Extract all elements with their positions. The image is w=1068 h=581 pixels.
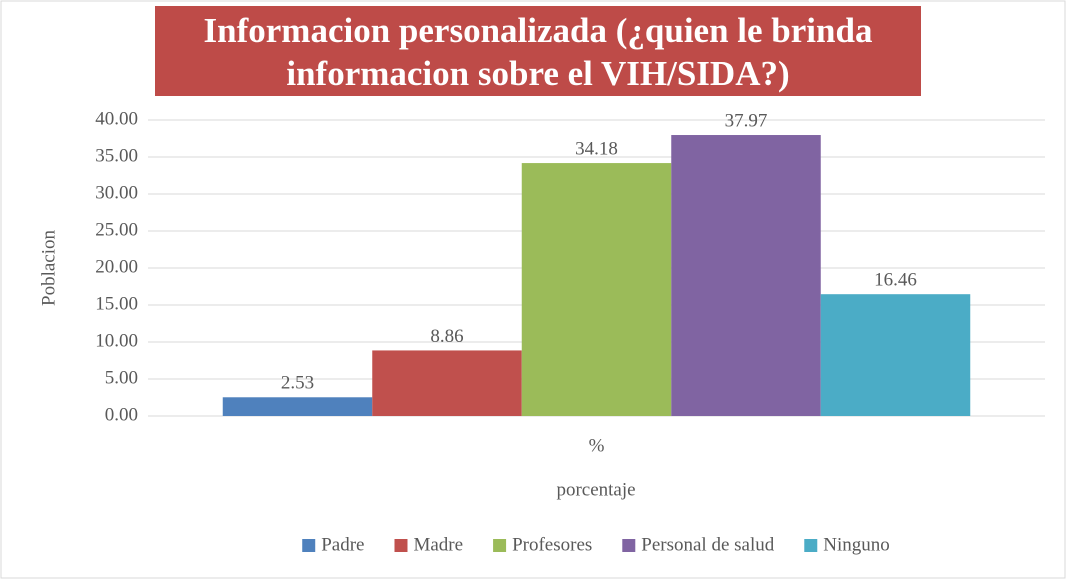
bar: [521, 163, 672, 416]
data-label: 34.18: [575, 138, 618, 159]
legend-swatch: [394, 539, 408, 552]
bar: [372, 350, 522, 416]
y-axis-title: Poblacion: [38, 230, 59, 306]
bar: [222, 397, 373, 416]
y-tick-label: 15.00: [95, 293, 138, 314]
legend-label: Personal de salud: [641, 534, 774, 555]
data-label: 37.97: [725, 110, 768, 131]
legend-swatch: [804, 539, 818, 552]
legend-label: Profesores: [512, 534, 592, 555]
y-tick-label: 40.00: [95, 108, 138, 129]
data-label: 8.86: [430, 326, 463, 347]
legend-swatch: [493, 539, 507, 552]
y-tick-label: 35.00: [95, 145, 138, 166]
data-label: 2.53: [281, 373, 314, 394]
y-tick-label: 0.00: [105, 404, 138, 425]
legend-label: Padre: [321, 534, 364, 555]
legend-label: Madre: [413, 534, 463, 555]
y-tick-label: 5.00: [105, 367, 138, 388]
y-tick-label: 30.00: [95, 182, 138, 203]
y-tick-label: 25.00: [95, 219, 138, 240]
y-tick-label: 20.00: [95, 256, 138, 277]
legend-swatch: [622, 539, 636, 552]
x-tick-label: %: [589, 435, 605, 456]
chart-title: Informacion personalizada (¿quien le bri…: [155, 6, 921, 96]
bar: [671, 135, 821, 416]
x-axis-title: porcentaje: [556, 479, 635, 500]
legend-label: Ninguno: [823, 534, 890, 555]
y-tick-label: 10.00: [95, 330, 138, 351]
bar: [820, 294, 971, 416]
data-label: 16.46: [874, 270, 917, 291]
legend-swatch: [302, 539, 316, 552]
